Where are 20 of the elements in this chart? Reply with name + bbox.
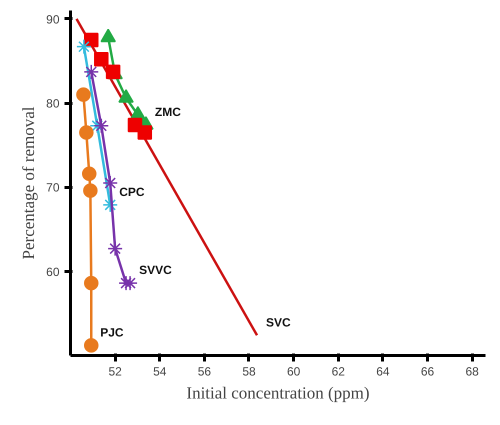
y-tick-label: 70 [46, 180, 60, 195]
x-tick-label: 54 [153, 364, 167, 378]
y-tick-label: 80 [46, 96, 60, 111]
y-axis-title: Percentage of removal [19, 106, 38, 260]
series-label: SVVC [139, 263, 172, 278]
y-tick-label: 60 [46, 264, 60, 279]
series-label: CPC [119, 184, 145, 199]
x-tick-label: 52 [108, 364, 122, 378]
x-tick-label: 68 [465, 364, 480, 378]
series-label: PJC [100, 325, 124, 340]
x-tick-label: 56 [198, 364, 212, 378]
x-tick-label: 58 [242, 364, 256, 378]
x-tick-label: 62 [332, 364, 346, 378]
x-axis-title: Initial concentration (ppm) [186, 384, 370, 402]
x-tick-label: 66 [420, 364, 434, 378]
series-label: SVC [266, 315, 292, 330]
series-label: ZMC [154, 104, 182, 119]
y-tick-label: 90 [46, 12, 60, 26]
x-tick-label: 64 [376, 364, 390, 378]
x-tick-label: 60 [286, 364, 301, 378]
